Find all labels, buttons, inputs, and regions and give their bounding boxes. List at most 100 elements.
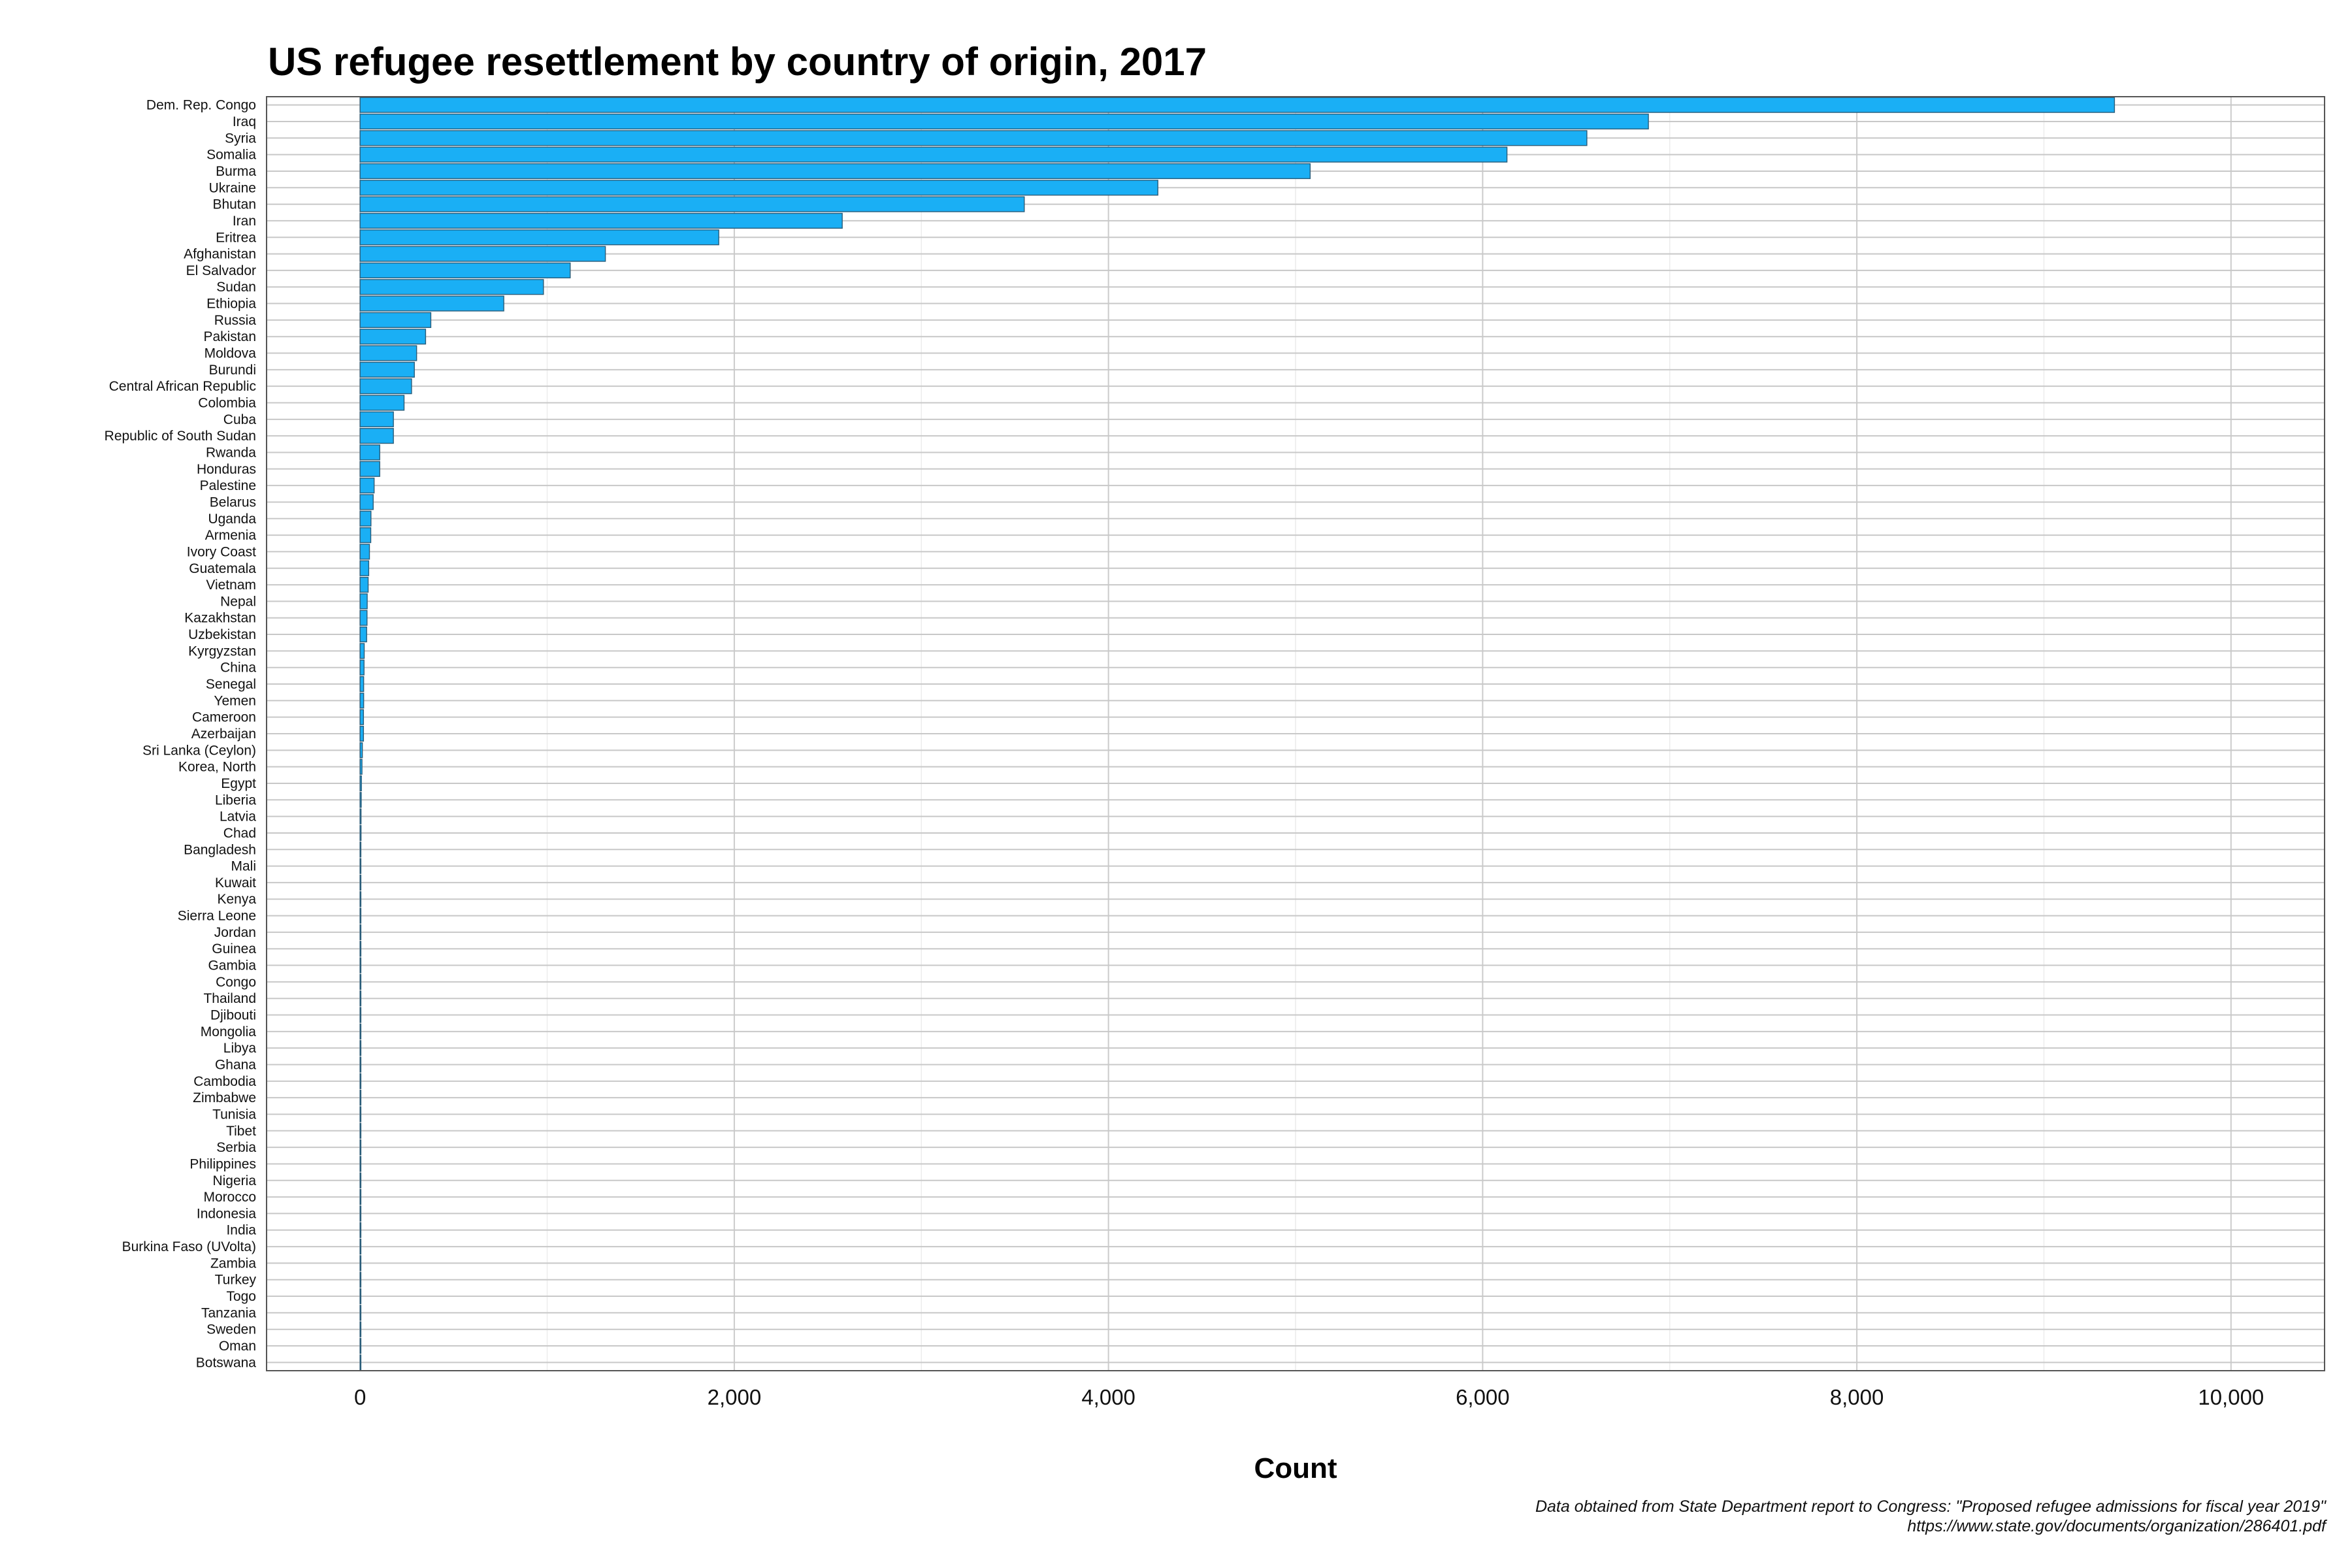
bar — [359, 1271, 362, 1288]
bar — [359, 973, 362, 990]
bar — [359, 576, 369, 593]
bar — [359, 1255, 362, 1271]
category-label: Cameroon — [192, 710, 256, 725]
category-label: Dem. Rep. Congo — [146, 98, 256, 113]
category-label: Morocco — [203, 1190, 256, 1205]
bar — [359, 196, 1025, 212]
bar — [359, 212, 843, 229]
bar — [359, 544, 370, 560]
bar — [359, 527, 372, 544]
bar — [359, 1090, 362, 1106]
category-label: Somalia — [206, 148, 256, 163]
category-label: Turkey — [215, 1273, 257, 1288]
category-label: Sudan — [216, 280, 256, 295]
bar — [359, 626, 367, 643]
category-label: Colombia — [198, 396, 256, 411]
category-label: Indonesia — [197, 1206, 256, 1221]
bar — [359, 841, 362, 858]
bar — [359, 130, 1588, 146]
bar — [359, 361, 415, 378]
category-label: Sierra Leone — [178, 909, 256, 924]
category-label: Egypt — [221, 776, 256, 791]
category-label: Sri Lanka (Ceylon) — [142, 743, 256, 758]
category-label: Ukraine — [209, 180, 256, 195]
bar — [359, 146, 1508, 163]
bar — [359, 444, 380, 461]
chart-title: US refugee resettlement by country of or… — [268, 40, 1207, 84]
category-label: Guinea — [212, 941, 256, 956]
category-label: Iran — [233, 214, 256, 229]
category-label: Philippines — [189, 1156, 256, 1171]
category-label: India — [226, 1223, 256, 1238]
category-label: Korea, North — [178, 760, 256, 775]
bar — [359, 610, 368, 626]
category-label: Uganda — [208, 512, 256, 527]
bar — [359, 329, 427, 345]
category-label: Guatemala — [189, 561, 256, 576]
category-label: Nepal — [220, 594, 256, 609]
category-label: Serbia — [216, 1140, 256, 1155]
bar — [359, 874, 362, 891]
category-label: Ivory Coast — [187, 544, 256, 559]
category-label: Sweden — [206, 1322, 256, 1337]
bar — [359, 295, 504, 312]
category-label: Russia — [214, 313, 257, 328]
bar — [359, 1188, 362, 1205]
category-label: Azerbaijan — [191, 727, 256, 742]
x-tick-label: 6,000 — [1456, 1385, 1510, 1409]
bar — [359, 1073, 362, 1089]
category-label: Thailand — [203, 991, 256, 1006]
bar — [359, 113, 1649, 130]
category-label: Tibet — [226, 1124, 256, 1139]
bar — [359, 494, 374, 510]
bar — [359, 1321, 362, 1337]
category-label: Armenia — [205, 528, 257, 543]
category-label: Iraq — [233, 114, 256, 129]
bar — [359, 97, 2115, 113]
category-label: Tanzania — [201, 1305, 256, 1320]
bar — [359, 775, 362, 792]
category-label: Bhutan — [212, 197, 256, 212]
category-label: Cambodia — [193, 1074, 256, 1089]
caption-source: Data obtained from State Department repo… — [1535, 1497, 2327, 1516]
bar — [359, 395, 405, 411]
bar — [359, 1305, 362, 1321]
bar — [359, 1056, 362, 1073]
bar — [359, 478, 375, 494]
bar — [359, 891, 362, 907]
caption-url: https://www.state.gov/documents/organiza… — [1907, 1517, 2328, 1535]
bar — [359, 1205, 362, 1222]
category-label: Jordan — [214, 925, 256, 940]
category-label: Botswana — [196, 1355, 257, 1370]
bar — [359, 345, 417, 361]
category-label: Kenya — [217, 892, 256, 907]
bar — [359, 759, 363, 775]
category-label: Kyrgyzstan — [188, 644, 256, 659]
category-label: Senegal — [206, 677, 256, 692]
category-label: Vietnam — [206, 578, 256, 593]
bar — [359, 1106, 362, 1122]
bar — [359, 378, 412, 395]
bar — [359, 1172, 362, 1188]
bar — [359, 246, 606, 262]
bar — [359, 990, 362, 1007]
category-label: Palestine — [200, 478, 256, 493]
bar — [359, 1139, 362, 1156]
x-tick-label: 10,000 — [2198, 1385, 2264, 1409]
category-label: Burkina Faso (UVolta) — [122, 1239, 256, 1254]
bar — [359, 1222, 362, 1238]
category-label: Libya — [223, 1041, 257, 1056]
x-tick-label: 0 — [354, 1385, 366, 1409]
bar — [359, 957, 362, 973]
plot-border — [266, 96, 2325, 1371]
category-label: Kuwait — [215, 875, 256, 890]
bar — [359, 941, 362, 957]
category-label: Congo — [216, 975, 256, 990]
bar — [359, 560, 370, 576]
bar — [359, 1288, 362, 1305]
category-label: Liberia — [215, 792, 256, 808]
category-label: Pakistan — [203, 329, 256, 344]
bar — [359, 1007, 362, 1023]
